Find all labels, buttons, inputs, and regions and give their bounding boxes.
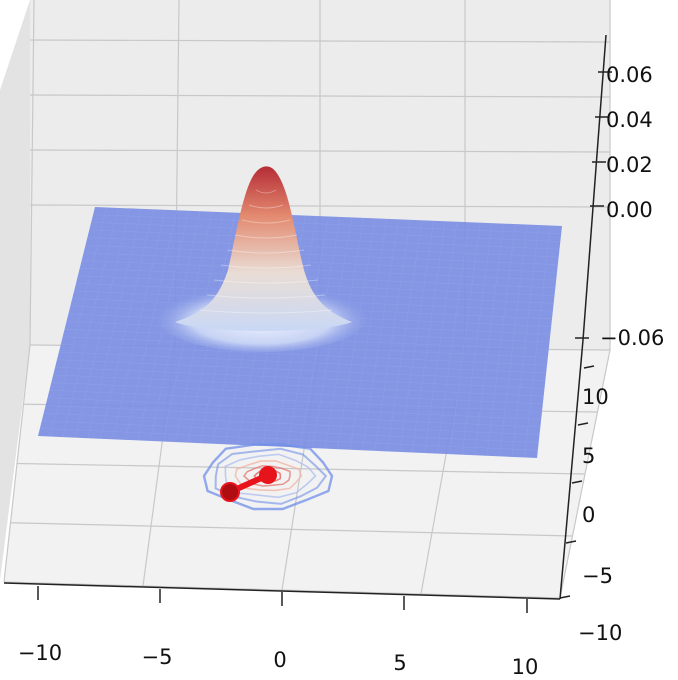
y-tick-label-3: 5 bbox=[582, 444, 595, 468]
grid-lines bbox=[3, 0, 611, 599]
floor-grid-y-1 bbox=[10, 522, 573, 537]
contour-ring-1 bbox=[214, 447, 328, 505]
wall-grid-z-3 bbox=[29, 204, 611, 208]
mesh-line-v-2 bbox=[41, 420, 539, 443]
y-axis-line bbox=[559, 339, 584, 600]
wall-grid-z-1 bbox=[29, 94, 611, 98]
z-tick-label-0: −0.06 bbox=[600, 326, 664, 350]
y-tick-mark-3 bbox=[577, 422, 589, 426]
y-tick-mark-1 bbox=[565, 540, 577, 544]
mesh-line-v-22 bbox=[79, 267, 556, 289]
x-tick-label-3: 5 bbox=[393, 651, 406, 675]
z-tick-label-4: 0.06 bbox=[606, 63, 653, 87]
y-tick-mark-0 bbox=[559, 595, 571, 599]
contour-ring-0 bbox=[202, 443, 334, 511]
y-tick-label-1: −5 bbox=[582, 564, 613, 588]
mesh-line-v-12 bbox=[60, 344, 548, 366]
peak-band-1 bbox=[248, 204, 284, 209]
wall-grid-z-2 bbox=[29, 149, 611, 153]
y-ticks: −10 −5 0 5 10 bbox=[559, 365, 622, 645]
mesh-line-v-3 bbox=[43, 412, 540, 436]
mesh-line-v-5 bbox=[47, 397, 542, 420]
mesh-line-v-25 bbox=[85, 244, 558, 265]
x-axis-line bbox=[3, 582, 561, 600]
y-tick-mark-2 bbox=[571, 480, 583, 484]
floor-grid-y-2 bbox=[16, 462, 586, 475]
mesh-line-v-28 bbox=[91, 222, 561, 242]
surface-peak bbox=[175, 166, 352, 331]
surface-peak-bands bbox=[199, 189, 333, 314]
contour-ring-3 bbox=[234, 460, 303, 492]
mesh-line-v-10 bbox=[56, 359, 546, 381]
peak-band-2 bbox=[241, 219, 291, 224]
axes bbox=[3, 34, 607, 600]
y-tick-label-0: −10 bbox=[578, 621, 622, 645]
floor-grid-y-0 bbox=[3, 581, 561, 599]
contour-projection bbox=[202, 443, 334, 511]
peak-band-5 bbox=[220, 264, 312, 269]
x-ticks: −10 −5 0 5 10 bbox=[18, 586, 539, 679]
contour-ring-4 bbox=[242, 464, 291, 487]
mesh-line-v-11 bbox=[58, 351, 547, 374]
x-tick-label-0: −10 bbox=[18, 641, 62, 665]
peak-band-7 bbox=[206, 294, 326, 299]
mesh-line-v-8 bbox=[53, 374, 544, 397]
mesh-line-v-23 bbox=[81, 260, 557, 281]
z-ticks: −0.06 0.00 0.02 0.04 0.06 bbox=[575, 63, 664, 350]
mesh-line-v-9 bbox=[55, 367, 545, 389]
mesh-line-v-24 bbox=[83, 252, 558, 273]
z-tick-label-1: 0.00 bbox=[606, 198, 653, 222]
z-tick-label-3: 0.04 bbox=[606, 108, 653, 132]
contour-ring-2 bbox=[224, 453, 317, 499]
peak-band-8 bbox=[199, 309, 333, 314]
marker-point-b bbox=[259, 466, 277, 484]
mesh-line-v-21 bbox=[77, 275, 555, 296]
x-tick-label-4: 10 bbox=[512, 655, 539, 679]
mesh-line-v-7 bbox=[51, 382, 543, 405]
y-tick-label-4: 10 bbox=[582, 385, 609, 409]
left-wall-pane bbox=[0, 0, 30, 580]
wall-grid-z-0 bbox=[29, 39, 611, 43]
wall-grid-x-0 bbox=[29, 0, 35, 346]
z-tick-label-2: 0.02 bbox=[606, 153, 653, 177]
peak-band-0 bbox=[255, 189, 277, 194]
z-axis-line bbox=[582, 34, 607, 341]
y-tick-mark-4 bbox=[583, 365, 595, 369]
x-tick-label-1: −5 bbox=[142, 645, 173, 669]
y-tick-label-2: 0 bbox=[582, 503, 595, 527]
mesh-line-v-1 bbox=[39, 428, 538, 451]
peak-band-4 bbox=[227, 249, 305, 254]
x-tick-label-2: 0 bbox=[273, 648, 286, 672]
marker-point-a bbox=[220, 482, 240, 502]
mesh-line-v-4 bbox=[45, 405, 541, 428]
peak-band-3 bbox=[234, 234, 298, 239]
mesh-line-v-27 bbox=[89, 229, 560, 250]
mesh-line-v-26 bbox=[87, 237, 559, 258]
peak-band-6 bbox=[213, 279, 319, 284]
mesh-line-v-6 bbox=[49, 389, 543, 412]
mesh-line-v-29 bbox=[93, 214, 562, 234]
